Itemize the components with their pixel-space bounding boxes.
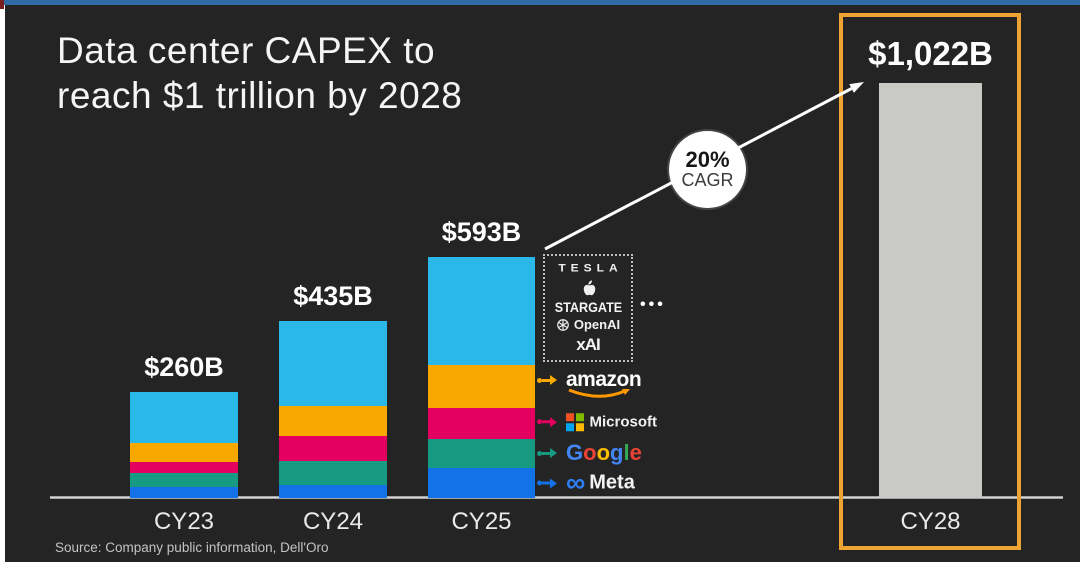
bar-cy23-segment-microsoft (130, 462, 238, 473)
x-axis-line (50, 496, 1063, 499)
left-white-edge-strip (0, 5, 5, 562)
top-blue-edge-line (0, 0, 1080, 5)
amazon-connector-arrow-icon (537, 375, 557, 385)
value-label-cy28: $1,022B (868, 35, 993, 73)
microsoft-square-2 (566, 422, 574, 431)
openai-wordmark: OpenAI (573, 317, 621, 333)
meta-callout: ∞ Meta (537, 467, 635, 498)
google-callout: Google (537, 440, 642, 466)
bar-cy24-segment-microsoft (279, 436, 387, 462)
bar-cy24-segment-amazon (279, 406, 387, 437)
top-left-red-mark (0, 0, 4, 9)
value-label-cy25: $593B (441, 217, 522, 248)
microsoft-wordmark: Microsoft (589, 413, 658, 431)
microsoft-squares-icon (566, 413, 584, 431)
google-wordmark: Google (566, 440, 642, 466)
amazon-logo: amazon (566, 368, 642, 398)
meta-connector-arrow-icon (537, 478, 557, 488)
amazon-wordmark: amazon (566, 368, 642, 391)
bar-cy23-segment-google (130, 472, 238, 488)
bar-cy24-segment-others-tesla-apple-stargate-openai-xai-more (279, 321, 387, 407)
bar-cy25-segment-meta (428, 468, 535, 498)
bar-cy24-segment-google (279, 461, 387, 485)
microsoft-square-3 (575, 422, 584, 431)
category-label-cy28: CY28 (900, 508, 961, 535)
tesla-logo: TESLA (558, 262, 623, 275)
cagr-value: 20% (685, 147, 730, 173)
google-connector-arrow-icon (537, 448, 557, 458)
meta-wordmark: Meta (589, 471, 635, 494)
title-line-2: reach $1 trillion by 2028 (57, 75, 463, 116)
stargate-logo: STARGATE (554, 298, 622, 315)
google-letter-1: o (583, 440, 597, 465)
bar-cy25-segment-amazon (428, 365, 535, 409)
bar-cy25-segment-microsoft (428, 408, 535, 439)
google-letter-4: l (623, 440, 630, 465)
meta-infinity-icon: ∞ (566, 467, 586, 498)
category-label-cy24: CY24 (302, 508, 364, 535)
cagr-badge: 20% CAGR (669, 131, 746, 208)
value-label-cy23: $260B (144, 352, 224, 383)
bar-cy25-segment-others-tesla-apple-stargate-openai-xai-more (428, 257, 535, 366)
bar-cy25-segment-google (428, 438, 535, 469)
bar-cy23-segment-others-tesla-apple-stargate-openai-xai-more (130, 392, 238, 443)
source-note: Source: Company public information, Dell… (55, 540, 329, 555)
more-companies-ellipsis: ••• (640, 296, 666, 313)
microsoft-callout: Microsoft (537, 413, 657, 431)
category-label-cy23: CY23 (153, 508, 215, 535)
google-letter-3: g (610, 440, 624, 465)
title-line-1: Data center CAPEX to (57, 30, 436, 71)
amazon-callout: amazon (537, 368, 642, 398)
microsoft-square-0 (566, 413, 574, 422)
bar-cy23-segment-meta (130, 487, 238, 498)
bar-cy23-segment-amazon (130, 442, 238, 463)
openai-knot-icon (557, 318, 569, 331)
bar-cy28-segment-cy28-total (879, 83, 982, 498)
cy28-highlight-box (839, 13, 1021, 550)
apple-icon (583, 280, 595, 295)
page-title: Data center CAPEX to reach $1 trillion b… (57, 28, 462, 118)
google-letter-5: e (629, 440, 642, 465)
microsoft-connector-arrow-icon (537, 417, 557, 427)
amazon-smile-icon (568, 388, 630, 398)
xai-logo: xAI (576, 334, 600, 354)
cagr-label: CAGR (681, 170, 734, 191)
value-label-cy24: $435B (293, 281, 373, 312)
google-letter-2: o (596, 440, 611, 465)
category-label-cy25: CY25 (451, 508, 512, 535)
google-letter-0: G (566, 440, 584, 465)
bar-cy24-segment-meta (279, 485, 387, 498)
others-logo-group: TESLA STARGATE OpenAI xAI (543, 254, 633, 362)
microsoft-square-1 (575, 413, 584, 422)
openai-logo: OpenAI (556, 317, 620, 332)
